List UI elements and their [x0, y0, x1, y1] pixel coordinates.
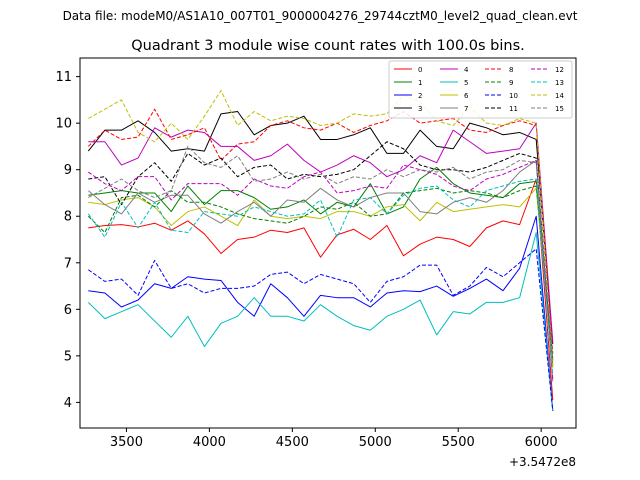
legend-label-2: 2 [418, 92, 422, 100]
series-line-7 [87, 159, 554, 382]
legend-label-12: 12 [555, 66, 564, 74]
legend-label-9: 9 [509, 79, 513, 87]
x-tick-label: 5000 [359, 435, 392, 450]
y-tick-label: 10 [55, 117, 72, 132]
legend-label-0: 0 [418, 66, 422, 74]
legend-label-11: 11 [509, 105, 518, 113]
x-tick-label: 5500 [442, 435, 475, 450]
x-tick-label: 4500 [276, 435, 309, 450]
legend-label-6: 6 [464, 92, 469, 100]
series-group [87, 90, 554, 411]
series-line-10 [88, 248, 554, 411]
y-tick-label: 11 [55, 70, 72, 85]
series-line-3 [87, 111, 554, 345]
legend-box [388, 60, 573, 119]
y-axis: 4 5 6 7 8 9 10 11 [55, 70, 80, 411]
series-line-1 [88, 166, 554, 361]
legend-label-3: 3 [418, 105, 422, 113]
x-tick-label: 3500 [110, 435, 143, 450]
x-axis: 3500 4000 4500 5000 5500 6000 [110, 428, 558, 450]
x-offset-label: +3.5472e8 [509, 455, 576, 469]
figure-suptitle: Data file: modeM0/AS1A10_007T01_90000042… [63, 9, 578, 23]
series-line-5 [87, 232, 554, 411]
y-tick-label: 4 [64, 396, 72, 411]
legend-label-7: 7 [464, 105, 468, 113]
y-tick-label: 9 [64, 163, 72, 178]
x-tick-label: 4000 [193, 435, 226, 450]
chart-title: Quadrant 3 module wise count rates with … [131, 38, 525, 54]
legend-label-15: 15 [555, 105, 564, 113]
legend-label-1: 1 [418, 79, 422, 87]
series-line-0 [88, 178, 554, 401]
series-line-15 [88, 145, 554, 361]
legend-label-10: 10 [509, 92, 518, 100]
series-line-9 [87, 185, 554, 359]
y-tick-label: 5 [64, 349, 72, 364]
legend-label-14: 14 [555, 92, 564, 100]
y-tick-label: 8 [64, 210, 72, 225]
x-tick-label: 6000 [525, 435, 558, 450]
legend-label-5: 5 [464, 79, 468, 87]
legend-label-4: 4 [464, 66, 469, 74]
series-line-6 [88, 187, 554, 366]
legend-label-13: 13 [555, 79, 564, 87]
series-line-2 [88, 215, 554, 411]
series-line-12 [88, 159, 554, 380]
y-tick-label: 7 [64, 256, 72, 271]
y-tick-label: 6 [64, 303, 72, 318]
legend-label-8: 8 [509, 66, 513, 74]
series-line-11 [88, 141, 554, 366]
plot-frame [79, 57, 577, 429]
series-line-13 [87, 178, 554, 375]
